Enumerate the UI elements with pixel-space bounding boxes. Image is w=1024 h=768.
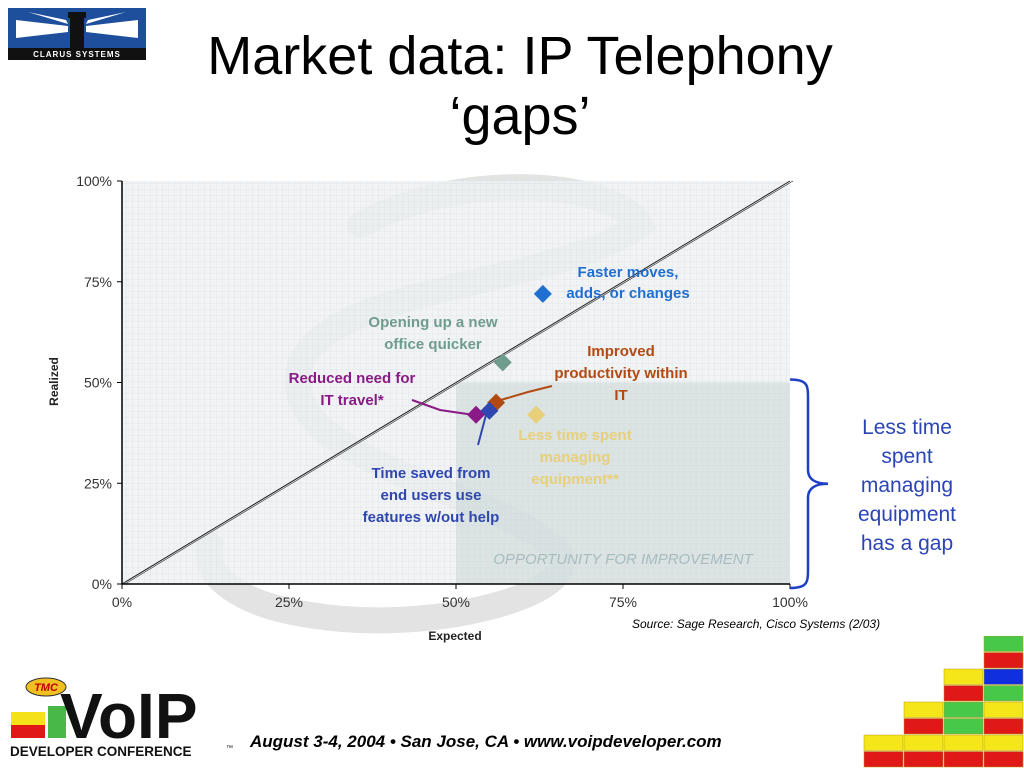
lego-block: [983, 734, 1024, 751]
y-tick-label: 75%: [84, 274, 112, 290]
block-stack-decoration: [863, 636, 1024, 768]
leader-line: [493, 385, 553, 403]
data-point: [467, 405, 486, 424]
x-tick-label: 75%: [609, 594, 637, 610]
voip-wordmark: VoIP: [60, 680, 198, 752]
voip-conference-logo: TMC VoIP DEVELOPER CONFERENCE ™: [10, 677, 233, 759]
y-tick-label: 50%: [84, 375, 112, 391]
lego-block: [863, 734, 904, 751]
leader-line: [477, 410, 488, 446]
lego-block: [943, 701, 984, 718]
gap-note-line: equipment: [857, 503, 957, 526]
plot-area: OPPORTUNITY FOR IMPROVEMENT: [122, 174, 790, 634]
y-tick-label: 0%: [92, 576, 112, 592]
diagonal-line-shadow: [124, 180, 794, 585]
trademark-mark: ™: [226, 745, 233, 752]
x-tick-label: 50%: [442, 594, 470, 610]
lego-block: [943, 718, 984, 735]
lego-block: [983, 751, 1024, 768]
title-line-2: ‘gaps’: [449, 86, 591, 146]
point-label-line: equipment**: [531, 471, 619, 488]
point-label-line: Reduced need for: [289, 370, 416, 387]
region-label: OPPORTUNITY FOR IMPROVEMENT: [493, 551, 754, 568]
point-label: Time saved from end users use features w/o…: [363, 465, 500, 526]
data-point: [527, 405, 546, 424]
chart-labels: Faster moves, adds, or changes Opening up …: [289, 264, 690, 526]
opportunity-region: [456, 382, 790, 584]
lego-block: [943, 668, 984, 685]
point-label-line: productivity within: [554, 365, 687, 382]
point-label-line: adds, or changes: [566, 285, 689, 302]
data-point: [480, 401, 499, 420]
x-axis-title: Expected: [428, 629, 481, 643]
point-label-line: Less time spent: [518, 427, 631, 444]
scatter-chart: OPPORTUNITY FOR IMPROVEMENT 0%0% 25% 25% 50…: [47, 173, 829, 643]
lego-block: [983, 718, 1024, 735]
lego-block: [943, 685, 984, 702]
lego-block: [943, 734, 984, 751]
data-point: [533, 284, 552, 303]
chart-marks: [411, 284, 829, 590]
gap-note: Less time spent managing equipment has a…: [842, 413, 972, 558]
y-axis-title: Realized: [47, 357, 61, 406]
point-label: Less time spent managing equipment**: [518, 427, 631, 488]
page-title: Market data: IP Telephony ‘gaps’: [120, 26, 920, 146]
lego-block: [863, 751, 904, 768]
point-label-line: managing: [540, 449, 611, 466]
chart-axes: 0%0% 25% 25% 50% 50% 75% 75% 100% 100% Expected Re…: [47, 173, 808, 643]
source-note: Source: Sage Research, Cisco Systems (2/…: [632, 617, 881, 631]
footer-text: August 3-4, 2004 • San Jose, CA • www.vo…: [250, 732, 722, 751]
lego-block: [983, 685, 1024, 702]
gap-note-line: managing: [860, 474, 954, 497]
data-point: [493, 353, 512, 372]
gap-note-line: has a gap: [860, 532, 954, 555]
lego-block: [983, 668, 1024, 685]
x-tick-label: 100%: [772, 594, 808, 610]
x-tick-label: 0%: [112, 594, 132, 610]
clarus-logo-text: CLARUS SYSTEMS: [33, 50, 121, 59]
lego-block: [983, 701, 1024, 718]
diagonal-line: [121, 180, 791, 585]
lego-block: [943, 751, 984, 768]
lego-block: [903, 734, 944, 751]
point-label: Opening up a new office quicker: [368, 314, 498, 353]
point-label: Improved productivity within IT: [554, 343, 687, 404]
clarus-logo: CLARUS SYSTEMS: [8, 8, 146, 60]
point-label-line: Improved: [587, 343, 655, 360]
gap-bracket: [789, 378, 829, 590]
gap-note-line: spent: [881, 445, 933, 468]
point-label: Faster moves, adds, or changes: [566, 264, 689, 302]
point-label-line: Opening up a new: [368, 314, 498, 331]
point-label-line: end users use: [381, 487, 482, 504]
point-label-line: office quicker: [384, 336, 482, 353]
y-tick-label: 25%: [84, 475, 112, 491]
point-label-line: Time saved from: [372, 465, 491, 482]
lego-block: [903, 701, 944, 718]
point-label-line: Faster moves,: [578, 264, 679, 281]
y-tick-label: 100%: [76, 173, 112, 189]
tmc-badge: TMC: [34, 682, 59, 694]
point-label-line: features w/out help: [363, 509, 500, 526]
point-label: Reduced need for IT travel*: [289, 370, 416, 409]
lego-block: [903, 718, 944, 735]
gap-note-line: Less time: [862, 416, 952, 439]
point-label-line: IT travel*: [320, 392, 384, 409]
point-label-line: IT: [614, 387, 627, 404]
conference-subtitle: DEVELOPER CONFERENCE: [10, 744, 192, 759]
title-line-1: Market data: IP Telephony: [207, 26, 833, 86]
leader-line: [411, 399, 475, 416]
x-tick-label: 25%: [275, 594, 303, 610]
lego-block: [983, 636, 1024, 652]
lego-block: [983, 652, 1024, 669]
lego-block: [903, 751, 944, 768]
